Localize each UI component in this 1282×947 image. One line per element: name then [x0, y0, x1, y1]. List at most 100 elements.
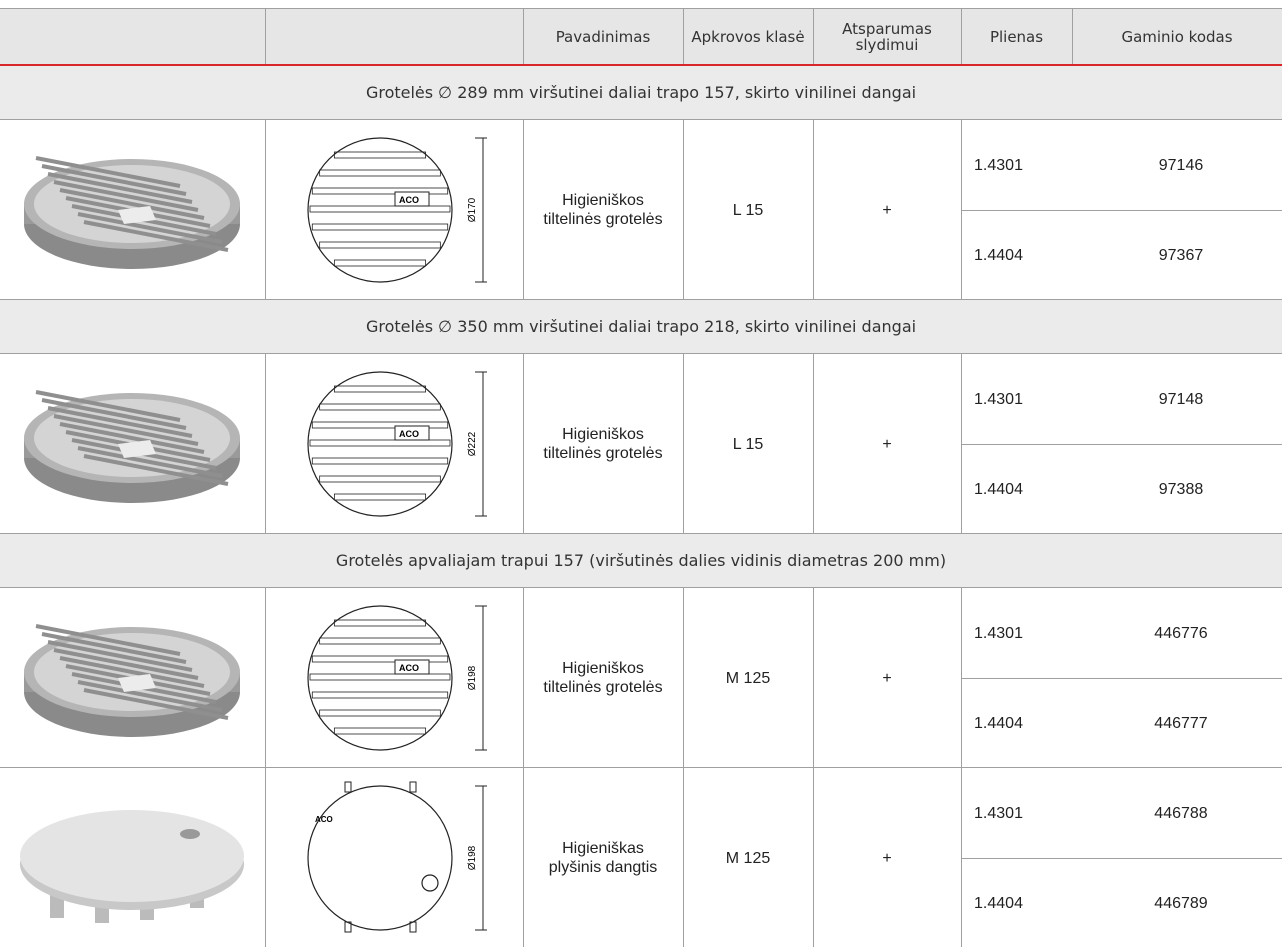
drawing-logo: ACO: [399, 429, 419, 439]
row-divider: [0, 533, 1282, 534]
product-code-text: 97146: [1158, 156, 1204, 174]
steel: 1.4301: [961, 588, 1036, 678]
load-class-text: L 15: [732, 201, 764, 219]
load-class-text: M 125: [725, 669, 771, 687]
logo-box: [394, 425, 430, 441]
steel: 1.4404: [961, 444, 1036, 534]
drawing-logo: ACO: [399, 195, 419, 205]
header-cell: Atsparumas slydimui: [813, 8, 961, 65]
section-title: Grotelės ∅ 350 mm viršutinei daliai trap…: [0, 300, 1282, 354]
column-divider: [683, 588, 684, 768]
logo-box: [394, 191, 430, 207]
product-code: 446788: [1080, 768, 1282, 858]
load-class: L 15: [683, 354, 813, 534]
product-code: 97388: [1080, 444, 1282, 534]
technical-drawing: ACO Ø198: [307, 781, 487, 933]
slip-resistance: +: [813, 768, 961, 947]
steel-text: 1.4404: [974, 480, 1023, 498]
column-divider: [961, 354, 962, 534]
slip-resistance: +: [813, 120, 961, 300]
steel-text: 1.4301: [974, 390, 1023, 408]
section-title-text: Grotelės ∅ 289 mm viršutinei daliai trap…: [365, 83, 917, 102]
column-divider: [683, 768, 684, 947]
steel-text: 1.4301: [974, 156, 1023, 174]
header-divider: [1072, 8, 1073, 65]
drawing-logo: ACO: [399, 663, 419, 673]
slip-resistance-text: +: [882, 849, 892, 867]
header-divider: [813, 8, 814, 65]
section-title-text: Grotelės apvaliajam trapui 157 (viršutin…: [335, 551, 947, 570]
product-image: [24, 390, 240, 503]
steel-text: 1.4404: [974, 714, 1023, 732]
product-code: 97146: [1080, 120, 1282, 210]
column-divider: [961, 120, 962, 300]
product-code-text: 446789: [1154, 894, 1208, 912]
item-name: Higieniškos tiltelinės grotelės: [523, 354, 683, 534]
variant-divider: [961, 678, 1282, 679]
steel: 1.4404: [961, 678, 1036, 768]
header-divider: [523, 8, 524, 65]
steel: 1.4301: [961, 354, 1036, 444]
item-name-text: Higieniškos tiltelinės grotelės: [543, 192, 663, 228]
column-divider: [265, 768, 266, 947]
drawing-logo: ACO: [315, 815, 333, 824]
product-code-text: 97367: [1158, 246, 1204, 264]
section-title: Grotelės apvaliajam trapui 157 (viršutin…: [0, 534, 1282, 588]
column-divider: [265, 354, 266, 534]
product-code: 446776: [1080, 588, 1282, 678]
product-image: [24, 156, 240, 269]
product-code: 446789: [1080, 858, 1282, 947]
load-class: L 15: [683, 120, 813, 300]
product-code-text: 446788: [1154, 804, 1208, 822]
steel-text: 1.4404: [974, 894, 1023, 912]
column-divider: [813, 354, 814, 534]
slip-resistance-text: +: [882, 435, 892, 453]
drawing-diameter: Ø170: [467, 197, 478, 222]
header-cell: Pavadinimas: [523, 8, 683, 65]
section-title: Grotelės ∅ 289 mm viršutinei daliai trap…: [0, 66, 1282, 120]
column-divider: [523, 120, 524, 300]
column-divider: [683, 120, 684, 300]
item-name: Higieniškos tiltelinės grotelės: [523, 588, 683, 768]
steel: 1.4301: [961, 768, 1036, 858]
column-divider: [813, 588, 814, 768]
drawing-diameter: Ø198: [467, 845, 478, 870]
item-name: Higieniškos tiltelinės grotelės: [523, 120, 683, 300]
item-name: Higieniškas plyšinis dangtis: [523, 768, 683, 947]
header-cell-text: Gaminio kodas: [1121, 27, 1233, 46]
variant-divider: [961, 210, 1282, 211]
item-name-text: Higieniškos tiltelinės grotelės: [543, 660, 663, 696]
load-class-text: M 125: [725, 849, 771, 867]
steel: 1.4404: [961, 858, 1036, 947]
header-divider: [265, 8, 266, 65]
steel-text: 1.4301: [974, 624, 1023, 642]
column-divider: [813, 768, 814, 947]
technical-drawing: ACO Ø198: [307, 605, 487, 751]
header-cell: Apkrovos klasė: [683, 8, 813, 65]
item-name-text: Higieniškas plyšinis dangtis: [548, 840, 658, 876]
product-code: 446777: [1080, 678, 1282, 768]
load-class-text: L 15: [732, 435, 764, 453]
row-divider: [0, 299, 1282, 300]
column-divider: [683, 354, 684, 534]
header-cell-text: Plienas: [989, 27, 1044, 46]
product-code: 97148: [1080, 354, 1282, 444]
product-code-text: 446776: [1154, 624, 1208, 642]
steel-text: 1.4301: [974, 804, 1023, 822]
variant-divider: [961, 444, 1282, 445]
variant-divider: [961, 858, 1282, 859]
product-code-text: 97388: [1158, 480, 1204, 498]
header-cell-text: Apkrovos klasė: [691, 27, 805, 46]
header-cell-text: Atsparumas slydimui: [842, 19, 932, 54]
slip-resistance: +: [813, 588, 961, 768]
steel-text: 1.4404: [974, 246, 1023, 264]
column-divider: [265, 588, 266, 768]
header-bg: [0, 8, 1282, 65]
header-divider: [683, 8, 684, 65]
column-divider: [523, 588, 524, 768]
technical-drawing: ACO Ø170: [307, 137, 487, 283]
section-title-text: Grotelės ∅ 350 mm viršutinei daliai trap…: [365, 317, 917, 336]
logo-box: [394, 659, 430, 675]
product-code: 97367: [1080, 210, 1282, 300]
